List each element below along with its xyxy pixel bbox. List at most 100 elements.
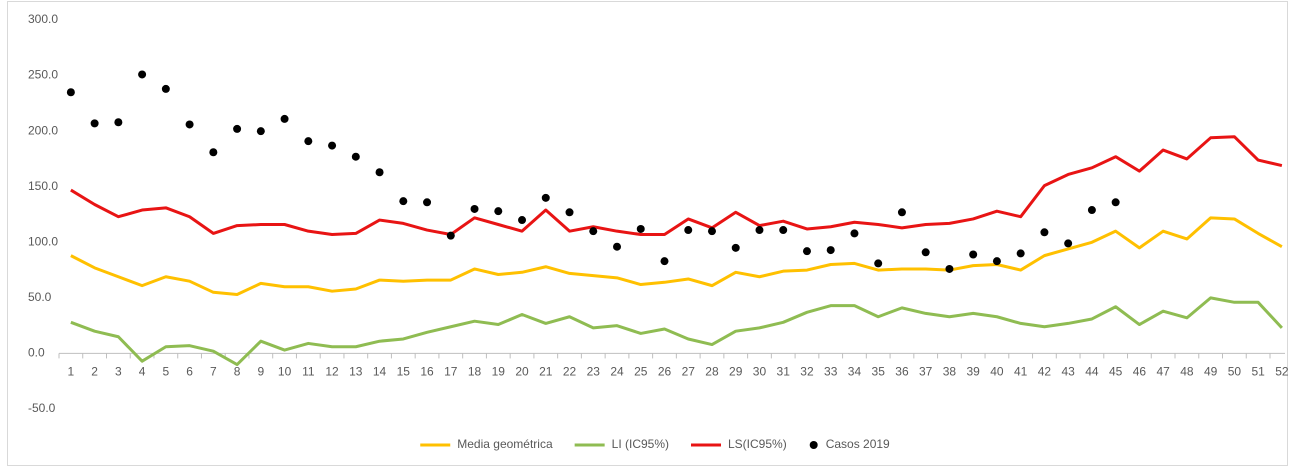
point [707,227,716,236]
y-tick-label: 250.0 [28,68,58,82]
point [90,119,99,128]
x-tick-label: 8 [234,365,241,379]
point [850,229,859,238]
x-tick-label: 24 [610,365,624,379]
point [328,141,337,150]
point [138,70,147,79]
point [280,114,289,123]
line-series [70,216,1283,297]
y-tick-label: 200.0 [28,123,58,137]
y-tick-label: -50.0 [28,401,56,415]
point [660,257,669,266]
x-tick-label: 49 [1204,365,1218,379]
x-tick-label: 20 [515,365,529,379]
point [684,226,693,235]
point [802,247,811,256]
x-tick-label: 41 [1014,365,1028,379]
point [304,137,313,146]
point [375,168,384,177]
point [518,216,527,225]
point [1111,198,1120,207]
x-tick-label: 52 [1275,365,1289,379]
point [1040,228,1049,237]
x-tick-label: 47 [1156,365,1170,379]
x-tick-label: 44 [1085,365,1099,379]
x-tick-label: 28 [705,365,719,379]
point [423,198,432,207]
legend-label: LI (IC95%) [612,437,669,451]
line-series [70,135,1283,237]
y-tick-label: 100.0 [28,234,58,248]
legend-label: Media geométrica [457,437,553,451]
x-tick-label: 12 [325,365,339,379]
x-tick-label: 16 [420,365,434,379]
x-tick-label: 13 [349,365,363,379]
point [470,204,479,213]
x-tick-label: 21 [539,365,553,379]
x-tick-label: 34 [848,365,862,379]
point [779,226,788,235]
x-tick-label: 36 [895,365,909,379]
point [209,148,218,157]
point [1087,206,1096,215]
x-tick-label: 14 [373,365,387,379]
x-tick-label: 4 [139,365,146,379]
point [826,246,835,255]
x-tick-label: 25 [634,365,648,379]
legend-symbol [809,441,818,449]
x-tick-label: 19 [492,365,506,379]
x-tick-label: 43 [1061,365,1075,379]
x-tick-label: 35 [872,365,886,379]
x-tick-label: 18 [468,365,482,379]
point [945,264,954,273]
point [1064,239,1073,248]
x-tick-label: 32 [800,365,814,379]
x-tick-label: 46 [1133,365,1147,379]
point [494,207,503,216]
point [256,127,265,136]
x-tick-label: 40 [990,365,1004,379]
point [969,250,978,259]
point [992,257,1001,266]
x-tick-label: 48 [1180,365,1194,379]
x-tick-label: 27 [682,365,696,379]
point [233,124,242,133]
point [446,231,455,240]
x-tick-label: 10 [278,365,292,379]
x-tick-label: 11 [302,365,315,379]
point [731,243,740,252]
point [874,259,883,268]
x-tick-label: 31 [777,365,791,379]
point [114,118,123,127]
point [636,224,645,233]
x-tick-label: 50 [1228,365,1242,379]
x-tick-label: 9 [257,365,264,379]
x-tick-label: 17 [444,365,458,379]
point [161,84,170,93]
x-tick-label: 3 [115,365,122,379]
x-tick-label: 30 [753,365,767,379]
x-tick-label: 6 [186,365,193,379]
point [541,193,550,202]
legend-label: LS(IC95%) [728,437,787,451]
x-tick-label: 1 [68,365,75,379]
point [1016,249,1025,258]
point [185,120,194,129]
x-tick-label: 39 [967,365,981,379]
point [589,227,598,236]
y-tick-label: 300.0 [28,12,58,26]
y-tick-label: 50.0 [28,290,52,304]
line-series [70,296,1283,367]
point [565,208,574,217]
y-tick-label: 150.0 [28,179,58,193]
x-tick-label: 26 [658,365,672,379]
x-tick-label: 22 [563,365,577,379]
point [351,152,360,161]
x-tick-label: 37 [919,365,933,379]
point [755,226,764,235]
x-tick-label: 42 [1038,365,1052,379]
point [897,208,906,217]
point [66,88,75,97]
x-tick-label: 7 [210,365,217,379]
